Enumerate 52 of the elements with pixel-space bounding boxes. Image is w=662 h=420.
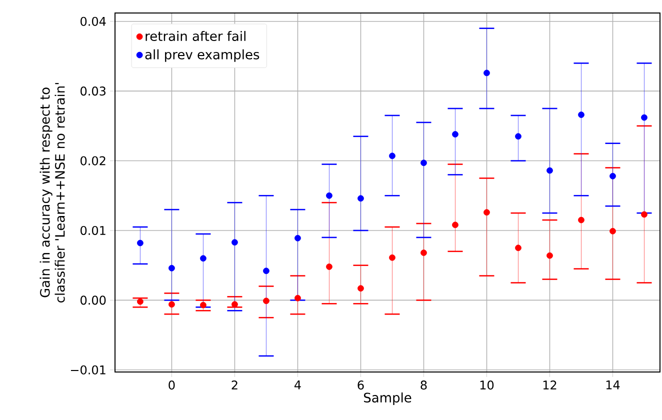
point — [420, 250, 427, 256]
x-tick-label: 4 — [294, 380, 301, 390]
point — [232, 239, 238, 246]
x-tick-label: 14 — [606, 380, 620, 390]
point — [515, 244, 522, 252]
x-tick-label: 6 — [358, 380, 364, 390]
point — [484, 209, 490, 216]
point — [484, 70, 490, 76]
point — [578, 216, 584, 224]
y-tick-label: 0.00 — [80, 296, 106, 305]
legend-label: retrain after fail — [146, 30, 246, 42]
y-tick-label: −0.01 — [70, 365, 106, 374]
point — [326, 192, 332, 199]
point — [200, 255, 206, 262]
point — [263, 298, 270, 304]
x-tick-label: 2 — [232, 380, 238, 390]
x-tick-label: 12 — [543, 380, 556, 390]
point — [546, 167, 553, 174]
point — [232, 301, 238, 308]
x-tick-label: 10 — [480, 380, 494, 390]
point — [168, 301, 175, 308]
point — [200, 302, 206, 308]
point — [137, 240, 144, 246]
y-tick-label: 0.02 — [80, 156, 106, 166]
x-tick-label: 8 — [420, 380, 427, 390]
y-tick-label: 0.03 — [80, 86, 106, 96]
point — [641, 114, 648, 121]
y-tick-label: 0.04 — [80, 16, 106, 26]
point — [263, 268, 270, 274]
point — [452, 131, 458, 138]
point — [358, 195, 364, 202]
point — [326, 264, 332, 270]
point — [389, 254, 396, 261]
point — [420, 160, 427, 166]
point — [515, 133, 522, 140]
y-tick-label: 0.01 — [80, 226, 106, 236]
point — [452, 222, 458, 228]
x-tick-label: 0 — [168, 380, 175, 390]
point — [294, 234, 301, 242]
point — [546, 252, 553, 259]
point — [137, 298, 144, 305]
point — [294, 294, 301, 302]
point — [641, 211, 648, 218]
legend-label: all prev examples — [145, 49, 260, 62]
point — [610, 172, 616, 180]
point — [389, 152, 396, 160]
point — [168, 264, 175, 272]
y-axis-title: Gain in accuracy with respect to classifier 'Learn++NSE no retrain' — [40, 83, 65, 302]
point — [610, 228, 616, 234]
x-axis-title: Sample — [364, 392, 412, 406]
point — [358, 285, 364, 292]
point — [578, 112, 584, 118]
